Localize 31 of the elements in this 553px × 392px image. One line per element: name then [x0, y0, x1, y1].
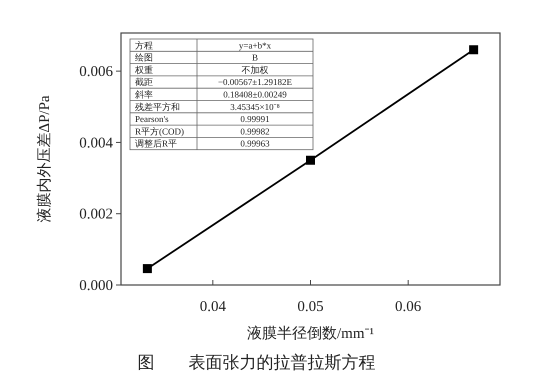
y-tick-label: 0.000: [79, 278, 113, 294]
y-title: 液膜内外压差ΔP/Pa: [37, 95, 53, 223]
x-tick-label: 0.05: [297, 299, 324, 315]
annotation: 绘图: [135, 52, 153, 63]
y-tick-label: 0.004: [79, 135, 114, 152]
y-tick-label: 0.002: [79, 206, 113, 223]
y-tick-label: 0.006: [79, 64, 114, 80]
annotation: 斜率: [135, 90, 153, 100]
x-tick-label: 0.04: [200, 299, 226, 315]
x-tick-label: 0.06: [395, 299, 422, 315]
annotation: B: [252, 52, 258, 63]
annotation: 残差平方和: [135, 102, 180, 112]
annotation: 3.45345×10⁻⁸: [230, 102, 280, 112]
annotation: 不加权: [242, 64, 268, 75]
annotation: 调整后R平: [135, 138, 178, 149]
point: [306, 156, 315, 165]
annotation: 权重: [134, 64, 153, 75]
annotation: 0.18408±0.00249: [223, 90, 288, 100]
x-title: 液膜半径倒数/mm⁻¹: [247, 326, 374, 342]
annotation: 0.99982: [240, 126, 270, 136]
annotation: 0.99991: [240, 114, 270, 124]
point: [142, 264, 152, 274]
point: [469, 45, 478, 54]
annotation: Pearson's: [135, 114, 170, 124]
annotation: y=a+b*x: [238, 40, 272, 50]
annotation: R平方(COD): [135, 126, 184, 136]
annotation: 0.99963: [240, 138, 270, 149]
annotation: 截距: [135, 77, 153, 88]
caption: 图 表面张力的拉普拉斯方程: [138, 353, 376, 372]
annotation: −0.00567±1.29182E: [218, 77, 293, 88]
annotation: 方程: [135, 40, 153, 50]
